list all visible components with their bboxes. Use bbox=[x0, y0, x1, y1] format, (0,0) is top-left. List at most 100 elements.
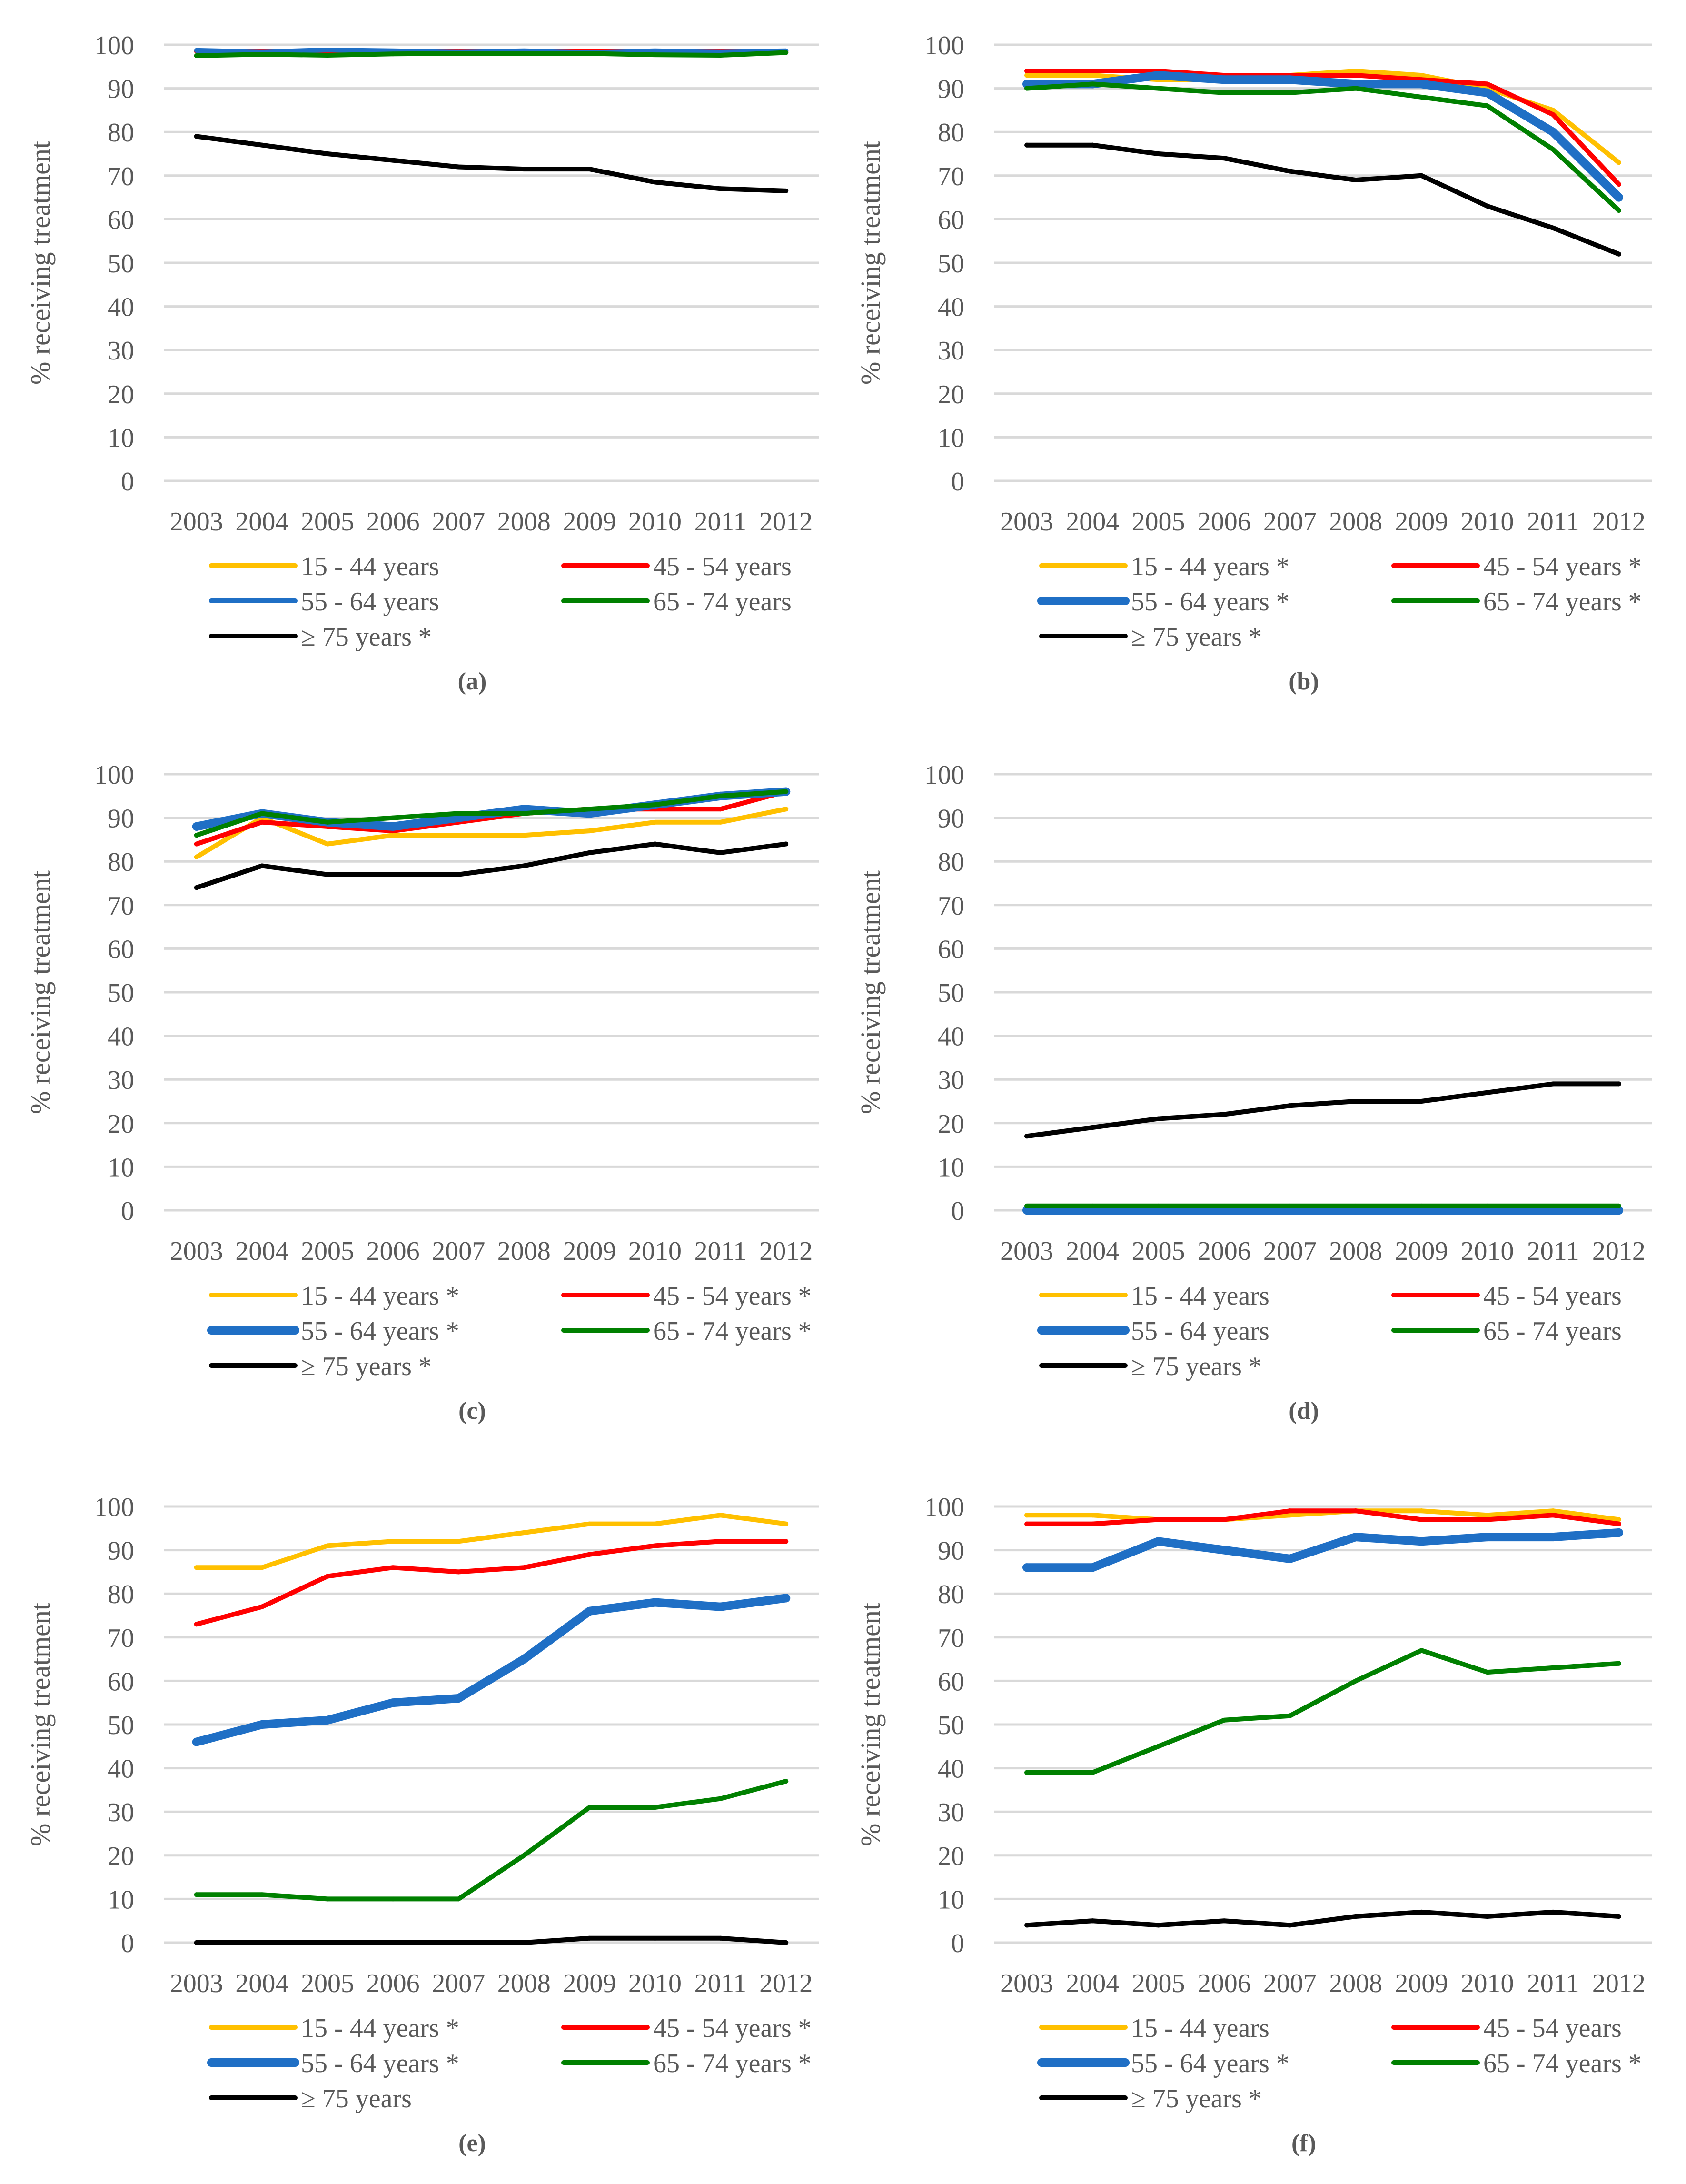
y-axis-label: % receiving treatment bbox=[25, 870, 56, 1114]
x-tick-label: 2005 bbox=[1132, 507, 1185, 537]
data-point bbox=[325, 52, 330, 58]
data-point bbox=[259, 863, 265, 868]
data-point bbox=[1550, 1513, 1556, 1518]
y-tick-label: 30 bbox=[108, 1066, 134, 1095]
y-tick-label: 10 bbox=[938, 1885, 964, 1915]
x-tick-label: 2009 bbox=[1395, 1237, 1448, 1266]
data-point bbox=[1353, 73, 1359, 78]
data-point bbox=[390, 833, 396, 838]
y-tick-label: 80 bbox=[108, 1580, 134, 1609]
x-tick-label: 2011 bbox=[1527, 507, 1579, 537]
data-point bbox=[1616, 1081, 1621, 1087]
series-line-5 bbox=[194, 841, 789, 890]
x-tick-label: 2005 bbox=[301, 507, 354, 537]
data-point bbox=[1483, 1533, 1492, 1542]
y-tick-label: 20 bbox=[938, 1109, 964, 1139]
legend-label: 55 - 64 years * bbox=[301, 2049, 459, 2078]
legend-label: 15 - 44 years * bbox=[301, 2014, 459, 2043]
y-tick-label: 0 bbox=[121, 1197, 134, 1226]
series-line-3 bbox=[192, 1594, 791, 1746]
y-tick-label: 0 bbox=[121, 1929, 134, 1958]
data-point bbox=[1221, 1112, 1227, 1117]
data-point bbox=[456, 1569, 461, 1575]
y-tick-label: 10 bbox=[108, 1153, 134, 1182]
data-point bbox=[325, 1574, 330, 1579]
legend-item: 65 - 74 years bbox=[1391, 1316, 1622, 1346]
y-axis-label: % receiving treatment bbox=[855, 870, 886, 1114]
data-point bbox=[521, 51, 526, 56]
y-tick-label: 50 bbox=[108, 249, 134, 279]
x-tick-label: 2008 bbox=[497, 1237, 551, 1266]
x-tick-label: 2006 bbox=[367, 1969, 420, 1998]
legend-label: ≥ 75 years * bbox=[1131, 2084, 1262, 2114]
y-tick-label: 80 bbox=[938, 118, 964, 148]
data-point bbox=[1287, 169, 1292, 174]
y-tick-label: 10 bbox=[108, 1885, 134, 1915]
y-tick-label: 10 bbox=[938, 423, 964, 453]
data-point bbox=[1088, 1563, 1097, 1572]
data-point bbox=[653, 819, 657, 825]
data-point bbox=[782, 1594, 791, 1603]
y-tick-label: 20 bbox=[108, 1109, 134, 1139]
data-point bbox=[192, 1737, 201, 1746]
legend-label: 65 - 74 years bbox=[653, 587, 792, 617]
data-point bbox=[521, 167, 526, 172]
y-axis-label: % receiving treatment bbox=[25, 141, 56, 385]
series-line-2 bbox=[194, 789, 789, 847]
legend-item: 15 - 44 years bbox=[1039, 1281, 1269, 1311]
legend-item: 65 - 74 years * bbox=[1391, 2049, 1642, 2078]
x-tick-label: 2003 bbox=[170, 1237, 223, 1266]
x-tick-label: 2005 bbox=[1132, 1969, 1185, 1998]
legend-label: 15 - 44 years * bbox=[1131, 552, 1289, 581]
x-tick-label: 2009 bbox=[1395, 507, 1448, 537]
data-point bbox=[1550, 108, 1556, 113]
data-point bbox=[194, 53, 199, 58]
legend-item: ≥ 75 years * bbox=[1039, 622, 1262, 652]
series-line-2 bbox=[1024, 1508, 1621, 1526]
x-tick-label: 2010 bbox=[1461, 507, 1514, 537]
data-point bbox=[1417, 1537, 1426, 1546]
data-point bbox=[587, 51, 592, 56]
data-point bbox=[1419, 1909, 1424, 1915]
data-point bbox=[390, 51, 396, 57]
data-point bbox=[325, 819, 330, 825]
x-tick-label: 2006 bbox=[367, 507, 420, 537]
data-point bbox=[1616, 1914, 1621, 1919]
legend-label: 55 - 64 years * bbox=[1131, 2049, 1289, 2078]
legend-label: 45 - 54 years bbox=[1483, 1281, 1622, 1311]
legend-label: 65 - 74 years * bbox=[653, 2049, 812, 2078]
data-point bbox=[1090, 73, 1095, 78]
data-point bbox=[1351, 1533, 1360, 1542]
x-tick-label: 2011 bbox=[694, 507, 747, 537]
data-point bbox=[519, 1655, 528, 1664]
y-tick-label: 20 bbox=[938, 1842, 964, 1871]
data-point bbox=[194, 1622, 199, 1627]
legend-item: 15 - 44 years * bbox=[1039, 552, 1289, 581]
panel-caption: (e) bbox=[458, 2130, 486, 2157]
legend-label: 45 - 54 years * bbox=[653, 1281, 812, 1311]
series-line-4 bbox=[194, 1779, 789, 1902]
y-tick-label: 0 bbox=[951, 1197, 964, 1226]
legend-item: 55 - 64 years bbox=[209, 587, 439, 617]
panel-e: 0 10 20 30 40 50 60 70 80 90 100 2003 2004 2005 2006 20… bbox=[25, 1493, 819, 2157]
legend-item: 15 - 44 years bbox=[209, 552, 439, 581]
panel-caption: (c) bbox=[458, 1397, 486, 1425]
y-tick-label: 70 bbox=[108, 891, 134, 921]
data-point bbox=[1417, 80, 1426, 89]
data-point bbox=[1090, 1125, 1095, 1130]
x-tick-label: 2005 bbox=[1132, 1237, 1185, 1266]
data-point bbox=[258, 1720, 267, 1729]
data-point bbox=[1221, 1203, 1227, 1208]
data-point bbox=[1024, 1203, 1030, 1208]
x-tick-label: 2011 bbox=[1527, 1237, 1579, 1266]
data-point bbox=[1550, 1203, 1556, 1208]
x-tick-label: 2003 bbox=[170, 507, 223, 537]
data-point bbox=[1353, 1203, 1359, 1208]
x-tick-label: 2008 bbox=[1329, 507, 1382, 537]
data-point bbox=[1353, 68, 1359, 73]
data-point bbox=[718, 52, 723, 58]
data-point bbox=[1156, 151, 1161, 156]
data-point bbox=[390, 1896, 396, 1902]
legend-item: 55 - 64 years bbox=[1037, 1316, 1269, 1346]
data-point bbox=[259, 1940, 265, 1945]
